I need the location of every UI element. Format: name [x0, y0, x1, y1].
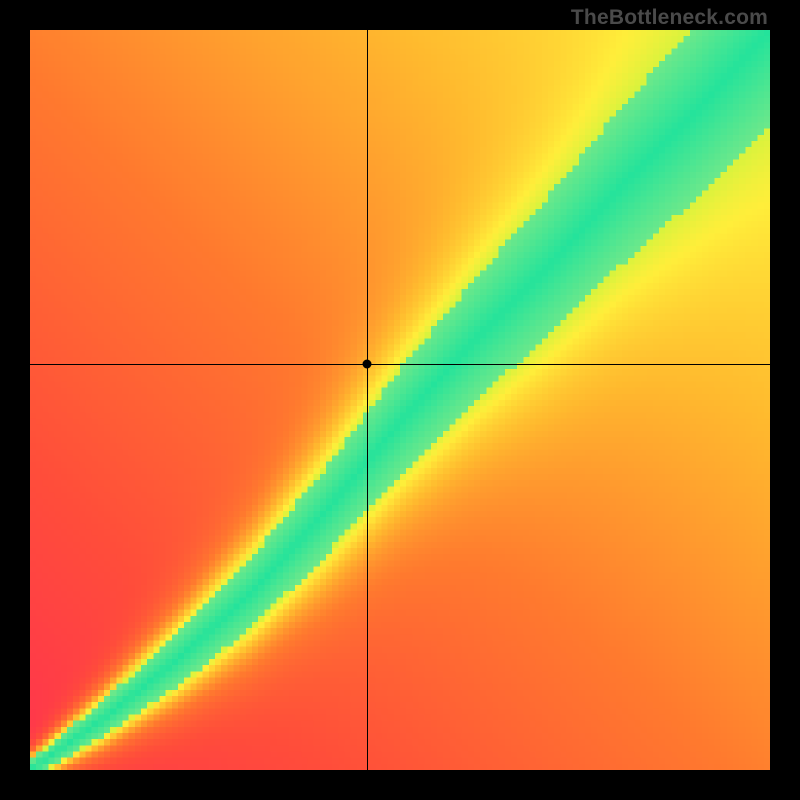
crosshair-point — [362, 360, 371, 369]
heatmap-canvas — [30, 30, 770, 770]
watermark-text: TheBottleneck.com — [571, 6, 768, 30]
crosshair-horizontal — [30, 364, 770, 365]
bottleneck-heatmap — [30, 30, 770, 770]
crosshair-vertical — [367, 30, 368, 770]
